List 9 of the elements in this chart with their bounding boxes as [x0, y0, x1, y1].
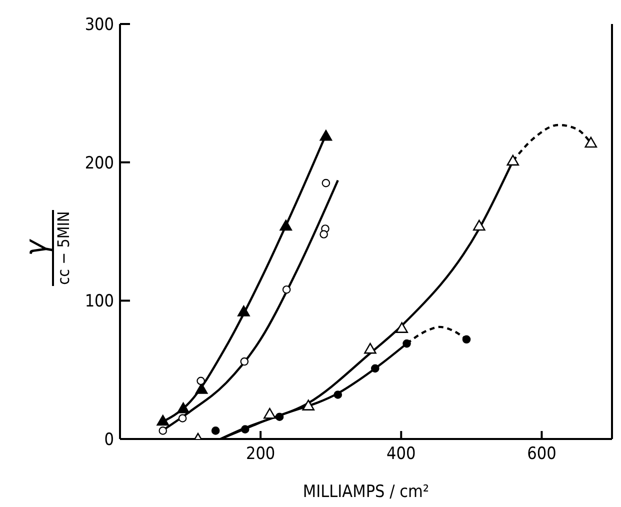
y-tick-label: 300 — [84, 15, 114, 36]
x-tick-label: 200 — [246, 444, 276, 464]
y-tick-label: 200 — [84, 153, 114, 174]
y-tick-label: 100 — [84, 292, 114, 312]
y-tick-label: 0 — [104, 430, 114, 450]
x-axis-title: MILLIAMPS / cm² — [302, 482, 430, 502]
x-tick-label: 400 — [386, 444, 416, 464]
y-axis-title: γ cc − 5MIN — [19, 210, 74, 286]
x-tick-label: 600 — [527, 444, 556, 464]
